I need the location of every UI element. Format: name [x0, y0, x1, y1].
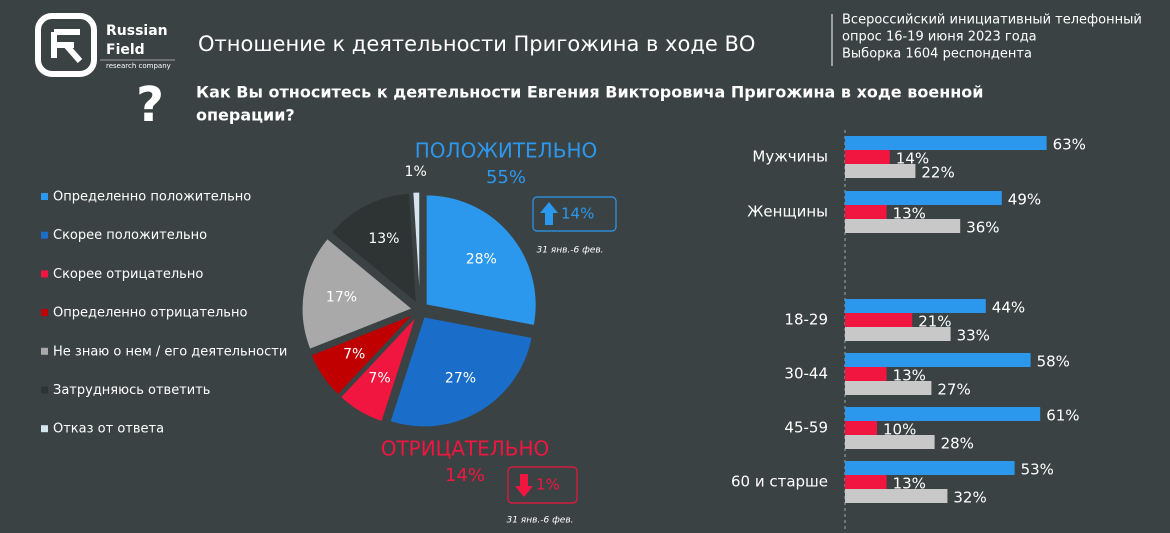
- legend-swatch: [41, 231, 48, 239]
- pie-slice: [389, 316, 533, 428]
- bar-value-label: 14%: [896, 150, 929, 168]
- bar: [845, 219, 961, 233]
- change-period: 31 янв.-6 фев.: [536, 246, 603, 256]
- category-label: 60 и старше: [731, 473, 828, 491]
- brand-sub: research company: [106, 62, 171, 70]
- change-value: 1%: [536, 476, 560, 494]
- bar: [845, 150, 890, 164]
- change-box: [507, 466, 578, 504]
- bar: [845, 327, 951, 341]
- bar: [845, 407, 1041, 421]
- bar: [845, 421, 877, 435]
- category-label: 18-29: [784, 311, 828, 329]
- slice-label: 17%: [326, 290, 357, 306]
- bar-value-label: 49%: [1008, 191, 1041, 209]
- bar-value-label: 53%: [1021, 461, 1054, 479]
- annotation-title: ОТРИЦАТЕЛЬНО: [381, 437, 550, 461]
- bar: [845, 381, 932, 395]
- category-label: Женщины: [747, 203, 828, 221]
- bar-value-label: 21%: [918, 313, 951, 331]
- bar-value-label: 13%: [893, 367, 926, 385]
- annotation-title: ПОЛОЖИТЕЛЬНО: [415, 139, 597, 163]
- bar: [845, 164, 916, 178]
- pie-slice: [412, 191, 421, 303]
- logo: [35, 13, 97, 77]
- slice-label: 7%: [368, 370, 390, 386]
- brand: Russian: [106, 23, 168, 39]
- change-value: 14%: [561, 205, 594, 223]
- legend-label: Определенно положительно: [53, 190, 251, 205]
- bar-value-label: 58%: [1037, 353, 1070, 371]
- note: опрос 16-19 июня 2023 года: [842, 30, 1037, 45]
- brand: Field: [106, 42, 145, 58]
- bar-value-label: 36%: [966, 219, 999, 237]
- slice-label: 13%: [368, 231, 399, 247]
- annotation-value: 14%: [445, 465, 485, 486]
- legend-swatch: [41, 193, 48, 200]
- pie-slice: [330, 192, 417, 304]
- bar-value-label: 22%: [921, 164, 954, 182]
- bar-value-label: 27%: [937, 381, 970, 399]
- bar: [845, 435, 935, 449]
- bar-value-label: 32%: [953, 489, 986, 507]
- legend-swatch: [41, 309, 48, 317]
- slice-label: 27%: [445, 370, 476, 386]
- annotation-value: 55%: [486, 167, 526, 188]
- bar-value-label: 61%: [1046, 407, 1079, 425]
- bar-value-label: 10%: [883, 421, 916, 439]
- slice-label: 1%: [405, 164, 427, 180]
- bar: [845, 205, 887, 219]
- bar: [845, 475, 887, 489]
- slice-label: 28%: [466, 251, 497, 267]
- bar: [845, 313, 913, 327]
- slide-title: Отношение к деятельности Пригожина в ход…: [198, 32, 755, 56]
- legend-swatch: [41, 347, 48, 355]
- legend-label: Не знаю о нем / его деятельности: [53, 344, 287, 359]
- slice-label: 7%: [343, 347, 365, 363]
- legend-label: Скорее отрицательно: [53, 267, 203, 282]
- bar: [845, 191, 1002, 205]
- category-label: 45-59: [784, 419, 828, 437]
- bar-value-label: 44%: [992, 299, 1025, 317]
- change-arrow: [515, 474, 533, 497]
- category-label: Мужчины: [752, 148, 828, 166]
- legend-label: Определенно отрицательно: [53, 306, 247, 321]
- bar: [845, 299, 986, 313]
- bar-value-label: 33%: [957, 327, 990, 345]
- bar: [845, 461, 1015, 475]
- note: Выборка 1604 респондента: [842, 47, 1032, 62]
- change-arrow: [540, 202, 558, 225]
- legend-swatch: [41, 386, 48, 394]
- legend-label: Отказ от ответа: [53, 422, 164, 437]
- bar: [845, 367, 887, 381]
- bar: [845, 489, 948, 503]
- bar-value-label: 13%: [893, 475, 926, 493]
- pie-slice: [301, 237, 414, 350]
- change-period: 31 янв.-6 фев.: [506, 516, 573, 526]
- legend-label: Скорее положительно: [53, 228, 207, 243]
- legend-swatch: [41, 425, 48, 433]
- pie-slice: [310, 314, 414, 396]
- change-box: [532, 196, 617, 232]
- legend-label: Затрудняюсь ответить: [53, 383, 210, 398]
- bar: [845, 136, 1047, 150]
- question-icon: ?: [136, 77, 164, 133]
- pie-slice: [425, 194, 537, 327]
- category-label: 30-44: [784, 365, 828, 383]
- question: операции?: [196, 106, 295, 125]
- pie-slice: [339, 316, 417, 423]
- bar-value-label: 28%: [941, 435, 974, 453]
- bar-value-label: 63%: [1053, 136, 1086, 154]
- note: Всероссийский инициативный телефонный: [842, 13, 1142, 28]
- bar-value-label: 13%: [893, 205, 926, 223]
- legend-swatch: [41, 270, 48, 278]
- bar: [845, 353, 1031, 367]
- question: Как Вы относитесь к деятельности Евгения…: [196, 83, 984, 102]
